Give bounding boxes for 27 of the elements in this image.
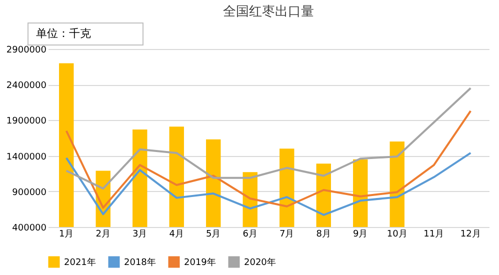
y-tick-label: 2900000: [6, 46, 47, 56]
line-series: [65, 110, 472, 209]
legend-label: 2020年: [244, 257, 276, 268]
line-series: [65, 152, 472, 216]
x-tick-label: 3月: [132, 230, 148, 240]
x-tick-label: 11月: [424, 230, 444, 240]
y-tick-label: 400000: [12, 224, 47, 234]
y-tick-label: 2400000: [6, 81, 47, 92]
line-series: [65, 87, 472, 190]
x-tick-label: 7月: [280, 230, 294, 240]
x-tick-label: 12月: [460, 230, 481, 240]
x-tick-label: 5月: [206, 230, 221, 240]
x-tick-label: 4月: [169, 230, 184, 240]
x-tick-label: 10月: [386, 230, 408, 240]
x-tick-label: 9月: [353, 230, 368, 240]
y-tick-label: 1400000: [6, 152, 47, 162]
text: 单位：千克: [36, 27, 91, 40]
legend-label: 2019年: [184, 257, 216, 268]
legend-label: 2018年: [124, 257, 156, 268]
x-tick-label: 6月: [242, 230, 258, 240]
x-tick-label: 8月: [316, 230, 331, 240]
legend-label: 2021年: [64, 257, 96, 268]
x-tick-label: 1月: [59, 230, 74, 240]
chart-title: 全国红枣出口量: [223, 4, 314, 20]
y-tick-label: 900000: [12, 188, 47, 198]
x-tick-label: 2月: [96, 230, 110, 240]
y-tick-label: 1900000: [6, 116, 47, 127]
